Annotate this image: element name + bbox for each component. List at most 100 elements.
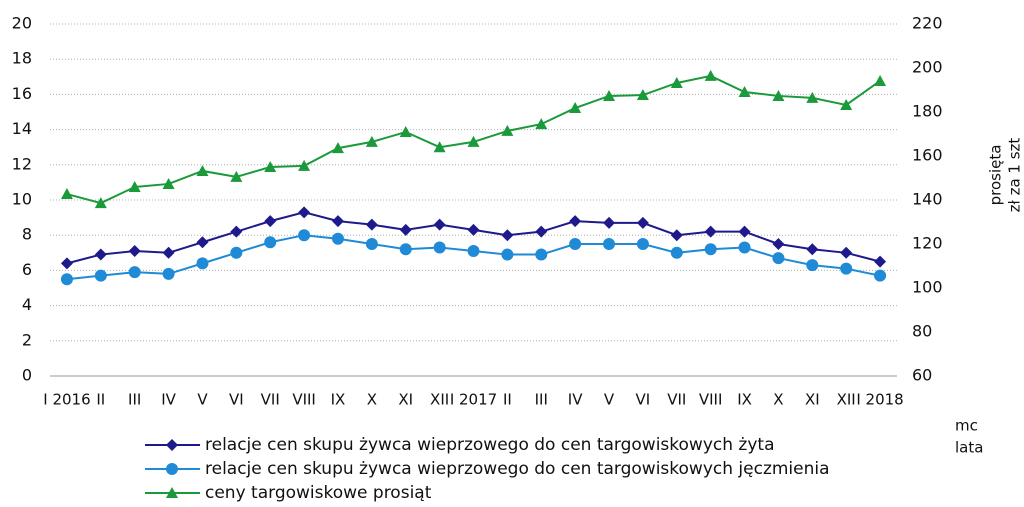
marker — [94, 269, 107, 282]
x-tick-label: II — [503, 391, 512, 409]
marker — [94, 197, 107, 209]
y-tick-label: 14 — [12, 119, 32, 138]
marker — [501, 248, 514, 261]
y-tick-label: 16 — [12, 84, 32, 103]
legend-label: relacje cen skupu żywca wieprzowego do c… — [205, 435, 774, 455]
x-tick-label: VI — [229, 391, 244, 409]
marker — [196, 257, 209, 270]
marker — [806, 243, 819, 256]
x-tick-label: I 2016 — [43, 391, 90, 409]
marker — [433, 141, 446, 153]
marker — [636, 238, 649, 250]
marker — [230, 170, 243, 182]
marker — [230, 225, 243, 238]
marker — [433, 241, 446, 254]
marker — [166, 463, 178, 475]
marker — [128, 266, 141, 279]
marker — [128, 181, 141, 193]
y2-tick-label: 220 — [912, 14, 943, 33]
marker — [128, 245, 141, 258]
marker — [162, 267, 175, 280]
marker — [670, 76, 683, 88]
marker — [704, 69, 717, 81]
y-tick-label: 10 — [12, 190, 32, 209]
marker — [569, 215, 582, 228]
marker — [569, 238, 582, 250]
marker — [806, 91, 819, 103]
marker — [738, 241, 751, 254]
marker — [772, 238, 785, 250]
legend-label: ceny targowiskowe prosiąt — [205, 483, 432, 503]
x-tick-label: III — [535, 391, 548, 409]
y2-tick-label: 120 — [912, 234, 943, 253]
marker — [60, 188, 73, 200]
marker — [298, 206, 311, 219]
marker — [264, 215, 277, 228]
marker — [603, 238, 616, 250]
y-tick-label: 18 — [12, 49, 32, 68]
x-tick-label: XI — [805, 391, 820, 409]
series-line — [66, 234, 881, 281]
marker — [738, 85, 751, 97]
marker — [569, 102, 582, 114]
marker — [501, 124, 514, 136]
x-tick-label: IX — [737, 391, 752, 409]
x-tick-label: II — [96, 391, 105, 409]
marker — [298, 159, 311, 171]
marker — [636, 216, 649, 229]
x-tick-label: IV — [161, 391, 176, 409]
marker — [772, 252, 785, 265]
marker — [840, 98, 853, 110]
y-tick-label: 8 — [22, 225, 32, 244]
marker — [60, 273, 73, 286]
x-tick-label: V — [197, 391, 208, 409]
marker — [94, 248, 107, 261]
marker — [840, 262, 853, 275]
x-tick-label: X — [367, 391, 377, 409]
marker — [365, 238, 378, 250]
marker — [636, 89, 649, 101]
y2-axis-label: zł za 1 szt — [1006, 138, 1024, 213]
marker — [501, 229, 514, 242]
marker — [603, 89, 616, 101]
marker — [331, 142, 344, 154]
marker — [196, 164, 209, 176]
marker — [704, 225, 717, 238]
y-tick-label: 4 — [22, 295, 32, 314]
y2-tick-label: 80 — [912, 322, 932, 341]
x-tick-label: I 2017 — [450, 391, 497, 409]
x-tick-label: I 2018 — [856, 391, 903, 409]
marker — [467, 245, 480, 258]
marker — [535, 118, 548, 130]
y2-tick-label: 60 — [912, 366, 932, 385]
marker — [365, 218, 378, 231]
marker — [331, 215, 344, 228]
x-tick-label: VI — [636, 391, 651, 409]
x-tick-label: IX — [331, 391, 346, 409]
marker — [535, 248, 548, 261]
marker — [166, 487, 178, 498]
x-axis-label: lata — [955, 439, 983, 457]
marker — [230, 246, 243, 259]
y-tick-label: 2 — [22, 330, 32, 349]
marker — [874, 269, 887, 282]
marker — [162, 246, 175, 259]
x-tick-label: XII — [430, 391, 449, 409]
x-tick-label: VIII — [699, 391, 723, 409]
marker — [738, 225, 751, 238]
marker — [399, 243, 412, 256]
marker — [399, 223, 412, 236]
marker — [264, 236, 277, 249]
marker — [467, 223, 480, 236]
y2-axis-label: prosięta — [987, 145, 1005, 206]
x-tick-label: XI — [398, 391, 413, 409]
x-axis-label: mc — [955, 417, 978, 435]
marker — [772, 89, 785, 101]
x-tick-label: XII — [837, 391, 856, 409]
marker — [162, 177, 175, 189]
marker — [704, 243, 717, 256]
y-tick-label: 20 — [12, 14, 32, 33]
marker — [433, 218, 446, 231]
marker — [331, 232, 344, 245]
